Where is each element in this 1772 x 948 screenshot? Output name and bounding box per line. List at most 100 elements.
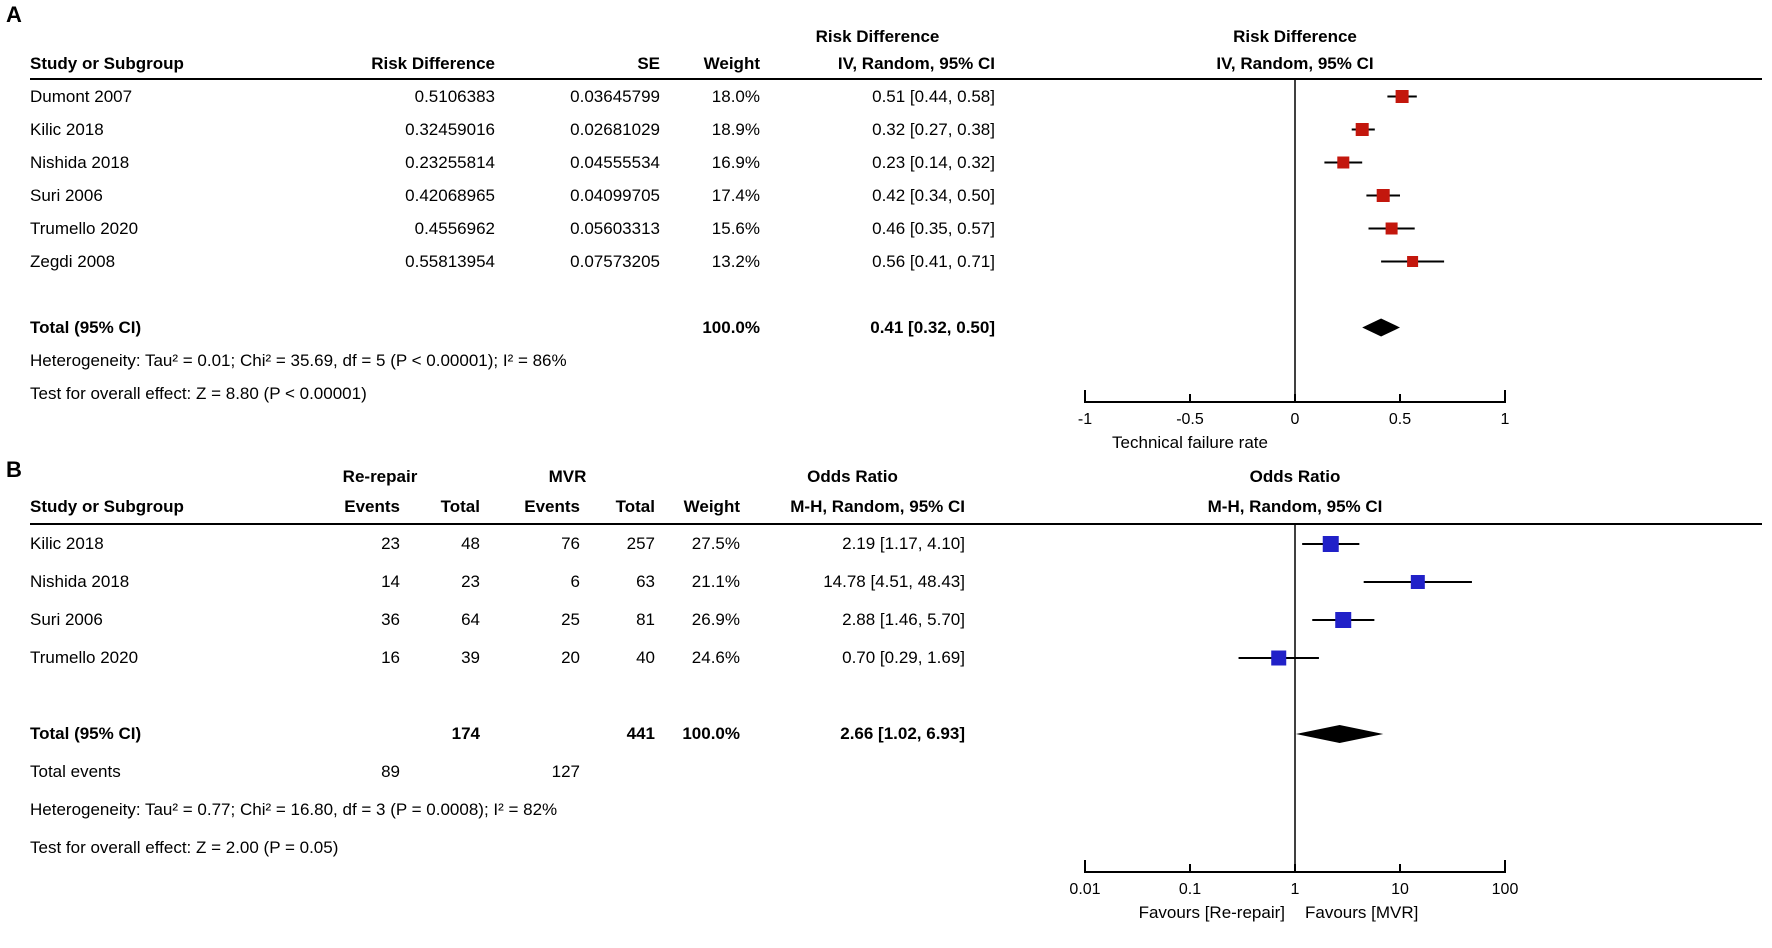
heterogeneity-note: Heterogeneity: Tau² = 0.77; Chi² = 16.80… bbox=[30, 800, 558, 819]
se-value: 0.02681029 bbox=[570, 119, 660, 139]
table-row: Suri 2006 0.42068965 0.04099705 17.4% 0.42 [… bbox=[30, 179, 1772, 212]
effect-value: 0.5106383 bbox=[414, 86, 495, 106]
ci-value: 0.23 [0.14, 0.32] bbox=[872, 152, 995, 172]
study-name: Trumello 2020 bbox=[30, 218, 139, 238]
panel-label: A bbox=[6, 2, 22, 27]
weight-value: 18.9% bbox=[711, 119, 760, 139]
forest-plot-panel-a: A Risk Difference Study or Subgroup Risk Di… bbox=[0, 0, 1772, 455]
summary-diamond bbox=[1362, 318, 1400, 337]
study-name: Kilic 2018 bbox=[30, 119, 104, 139]
total-n-1: 174 bbox=[451, 724, 480, 743]
weight-value: 13.2% bbox=[711, 251, 760, 271]
effect-value: 0.55813954 bbox=[405, 251, 495, 271]
total-row: Total (95% CI) 174 441 100.0% 2.66 [1.02, 6.… bbox=[30, 715, 1772, 753]
forest-square-marker bbox=[1322, 536, 1339, 552]
total-events-1: 89 bbox=[381, 762, 400, 781]
ci-value: 2.88 [1.46, 5.70] bbox=[842, 610, 965, 629]
x-tick-label: 1 bbox=[1291, 881, 1300, 898]
weight-value: 26.9% bbox=[691, 610, 740, 629]
table-header-row-top: Re-repair MVR Odds Ratio bbox=[30, 463, 1772, 491]
table-row: Trumello 2020 0.4556962 0.05603313 15.6% 0.4… bbox=[30, 212, 1772, 245]
effect-value: 0.23255814 bbox=[405, 152, 495, 172]
x-tick-label: 0.01 bbox=[1069, 881, 1100, 898]
events-value: 36 bbox=[381, 610, 400, 629]
table-row: Nishida 2018 14 23 6 63 21.1% 14.78 [4.51, 48.… bbox=[30, 563, 1772, 601]
forest-plot-area-B: 0.01 0.1 1 10 100 Favours [Re-repair] Favours … bbox=[1069, 525, 1518, 922]
column-header-total-1: Total bbox=[440, 497, 480, 516]
se-value: 0.03645799 bbox=[570, 86, 660, 106]
se-value: 0.04555534 bbox=[570, 152, 660, 172]
events-value: 14 bbox=[381, 572, 400, 591]
x-axis-caption-left: Favours [Re-repair] bbox=[1139, 903, 1285, 922]
ci-value: 2.19 [1.17, 4.10] bbox=[842, 534, 965, 553]
table-row: Suri 2006 36 64 25 81 26.9% 2.88 [1.46, 5.70] bbox=[30, 601, 1772, 639]
total-value: 63 bbox=[636, 572, 655, 591]
column-header-ci: IV, Random, 95% CI bbox=[837, 54, 995, 73]
se-value: 0.07573205 bbox=[570, 251, 660, 271]
plot-header-method: IV, Random, 95% CI bbox=[1216, 54, 1374, 73]
total-value: 48 bbox=[461, 534, 480, 553]
column-header-events-2: Events bbox=[524, 497, 580, 516]
column-header-study: Study or Subgroup bbox=[30, 54, 184, 73]
plot-header-measure: Odds Ratio bbox=[1249, 467, 1341, 486]
table-row: Kilic 2018 23 48 76 257 27.5% 2.19 [1.17, 4.10… bbox=[30, 525, 1772, 563]
table-header-row: Study or Subgroup Risk Difference SE Weight… bbox=[30, 50, 1772, 78]
column-header-study: Study or Subgroup bbox=[30, 497, 184, 516]
overall-effect-note: Test for overall effect: Z = 2.00 (P = 0… bbox=[30, 838, 339, 857]
effect-value: 0.32459016 bbox=[405, 119, 495, 139]
column-header-total-2: Total bbox=[615, 497, 655, 516]
table-row: Zegdi 2008 0.55813954 0.07573205 13.2% 0.56 … bbox=[30, 245, 1772, 278]
forest-square-marker bbox=[1410, 575, 1425, 589]
total-label: Total (95% CI) bbox=[30, 724, 142, 743]
total-ci: 2.66 [1.02, 6.93] bbox=[840, 724, 965, 743]
forest-square-marker bbox=[1395, 90, 1409, 103]
group-header-mvr: MVR bbox=[548, 467, 587, 486]
study-name: Suri 2006 bbox=[30, 610, 103, 629]
se-value: 0.04099705 bbox=[570, 185, 660, 205]
total-value: 39 bbox=[461, 648, 480, 667]
events-value: 6 bbox=[570, 572, 580, 591]
total-value: 40 bbox=[636, 648, 655, 667]
x-tick-label: 10 bbox=[1391, 881, 1409, 898]
forest-square-marker bbox=[1271, 650, 1287, 666]
ci-value: 0.46 [0.35, 0.57] bbox=[872, 218, 995, 238]
total-n-2: 441 bbox=[626, 724, 655, 743]
study-name: Zegdi 2008 bbox=[30, 251, 116, 271]
table-row: Nishida 2018 0.23255814 0.04555534 16.9% 0.2… bbox=[30, 146, 1772, 179]
column-header-effect-measure: Odds Ratio bbox=[807, 467, 898, 486]
forest-square-marker bbox=[1407, 256, 1419, 267]
table-header-row-top: Risk Difference bbox=[30, 24, 1772, 50]
table-row: Kilic 2018 0.32459016 0.02681029 18.9% 0.32 … bbox=[30, 113, 1772, 146]
plot-header-method: M-H, Random, 95% CI bbox=[1207, 497, 1383, 516]
column-header-ci: M-H, Random, 95% CI bbox=[790, 497, 965, 516]
column-header-se: SE bbox=[637, 54, 660, 73]
weight-value: 18.0% bbox=[711, 86, 760, 106]
group-header-re-repair: Re-repair bbox=[342, 467, 418, 486]
total-events-2: 127 bbox=[551, 762, 580, 781]
total-ci: 0.41 [0.32, 0.50] bbox=[870, 317, 995, 337]
plot-header-measure: Risk Difference bbox=[1233, 27, 1357, 46]
total-events-label: Total events bbox=[30, 762, 121, 781]
weight-value: 16.9% bbox=[711, 152, 760, 172]
x-tick-label: 0 bbox=[1291, 411, 1300, 428]
total-weight: 100.0% bbox=[702, 317, 760, 337]
events-value: 20 bbox=[561, 648, 580, 667]
column-header-events-1: Events bbox=[344, 497, 400, 516]
effect-value: 0.4556962 bbox=[414, 218, 495, 238]
ci-value: 0.70 [0.29, 1.69] bbox=[842, 648, 965, 667]
plot-column-header: Odds Ratio M-H, Random, 95% CI bbox=[1055, 463, 1535, 523]
forest-square-marker bbox=[1385, 222, 1398, 235]
table-row: Trumello 2020 16 39 20 40 24.6% 0.70 [0.29, 1.… bbox=[30, 639, 1772, 677]
table-header-row: Study or Subgroup Events Total Events Total W… bbox=[30, 491, 1772, 523]
forest-square-marker bbox=[1376, 189, 1390, 202]
weight-value: 17.4% bbox=[711, 185, 760, 205]
forest-square-marker bbox=[1355, 123, 1369, 136]
summary-diamond bbox=[1295, 725, 1384, 743]
total-value: 23 bbox=[461, 572, 480, 591]
x-tick-label: 0.1 bbox=[1179, 881, 1201, 898]
total-weight: 100.0% bbox=[682, 724, 740, 743]
column-header-risk-difference: Risk Difference bbox=[371, 54, 495, 73]
overall-effect-note: Test for overall effect: Z = 8.80 (P < 0… bbox=[30, 383, 367, 403]
heterogeneity-note: Heterogeneity: Tau² = 0.01; Chi² = 35.69… bbox=[30, 350, 567, 370]
ci-value: 0.51 [0.44, 0.58] bbox=[872, 86, 995, 106]
